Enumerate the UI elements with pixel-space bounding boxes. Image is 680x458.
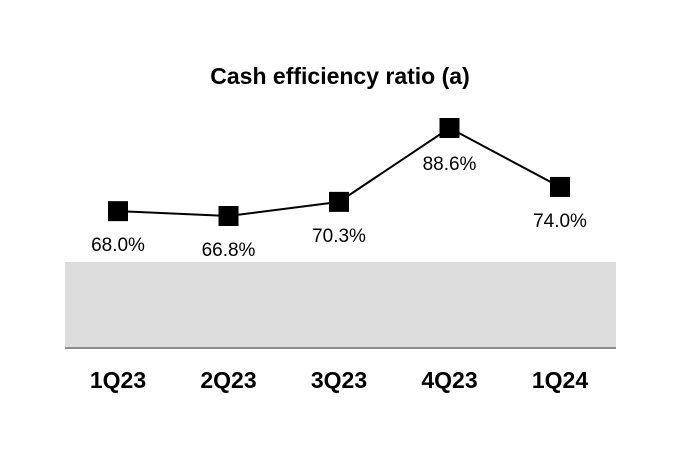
x-tick-3q23: 3Q23 xyxy=(311,367,367,393)
data-label-3q23: 70.3% xyxy=(312,226,366,247)
data-point-2q23 xyxy=(218,206,239,226)
data-label-1q24: 74.0% xyxy=(533,211,587,232)
data-point-3q23 xyxy=(329,191,349,212)
data-point-1q24 xyxy=(550,176,570,197)
data-label-1q23: 68.0% xyxy=(91,235,145,256)
data-label-2q23: 66.8% xyxy=(202,240,256,261)
shaded-band xyxy=(65,262,616,348)
x-tick-1q24: 1Q24 xyxy=(532,367,588,393)
x-tick-1q23: 1Q23 xyxy=(90,367,146,393)
chart-title: Cash efficiency ratio (a) xyxy=(210,63,469,89)
x-tick-2q23: 2Q23 xyxy=(200,367,256,393)
data-label-4q23: 88.6% xyxy=(423,154,477,175)
data-point-4q23 xyxy=(439,118,460,138)
series-marks: 68.0% 66.8% 70.3% 88.6% 74.0% xyxy=(91,118,587,261)
x-axis-tick-labels: 1Q23 2Q23 3Q23 4Q23 1Q24 xyxy=(90,367,588,393)
x-tick-4q23: 4Q23 xyxy=(421,367,477,393)
data-point-1q23 xyxy=(108,201,128,222)
